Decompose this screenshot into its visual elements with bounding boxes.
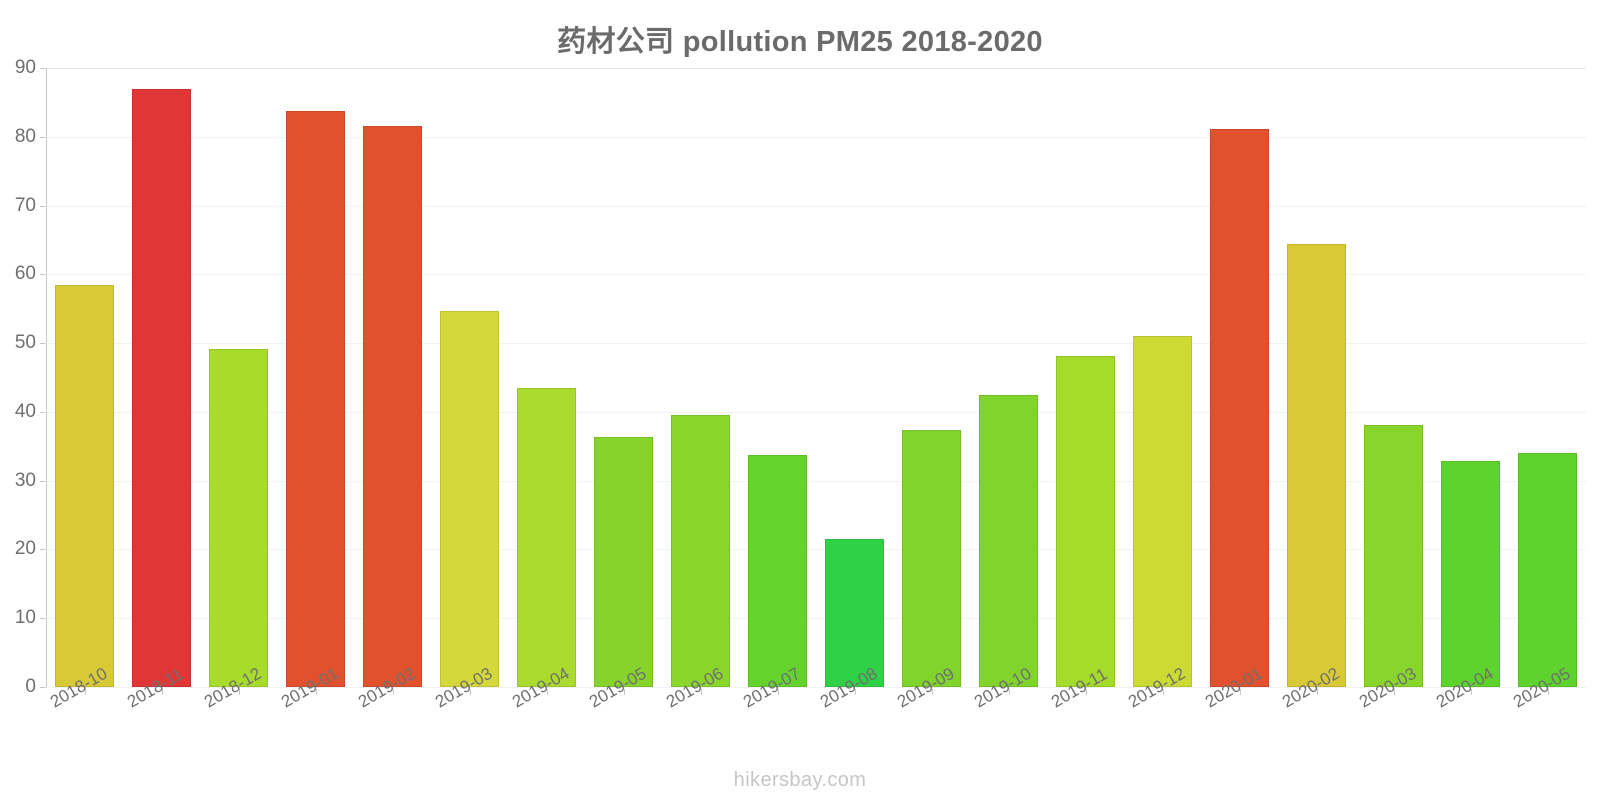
- bar[interactable]: [594, 437, 653, 687]
- gridline: [46, 618, 1586, 620]
- bar[interactable]: [1287, 244, 1346, 687]
- bar-fill: [363, 125, 422, 687]
- gridline: [46, 480, 1586, 482]
- y-axis-tick-mark: [40, 274, 46, 276]
- x-axis-tick-mark: [1316, 689, 1318, 695]
- gridline: [46, 343, 1586, 345]
- bar-fill: [55, 284, 114, 687]
- bar[interactable]: [1210, 128, 1269, 687]
- x-axis-tick-mark: [777, 689, 779, 695]
- x-axis-tick-mark: [469, 689, 471, 695]
- bar[interactable]: [825, 539, 884, 687]
- y-axis-tick-label: 50: [14, 332, 36, 354]
- y-axis-tick-mark: [40, 343, 46, 345]
- bar-fill: [1210, 128, 1269, 687]
- bar-fill: [1287, 244, 1346, 687]
- bar-fill: [440, 311, 499, 687]
- x-axis-tick-mark: [1547, 689, 1549, 695]
- y-axis-tick-label: 70: [14, 194, 36, 216]
- y-axis-tick-label: 40: [14, 400, 36, 422]
- y-axis-tick-label: 20: [14, 538, 36, 560]
- bar-fill: [132, 88, 191, 687]
- y-axis-tick-mark: [40, 411, 46, 413]
- y-axis-tick-mark: [40, 205, 46, 207]
- x-axis-tick-mark: [700, 689, 702, 695]
- bar[interactable]: [517, 387, 576, 687]
- bar-fill: [1133, 336, 1192, 687]
- y-axis-tick-label: 10: [14, 607, 36, 629]
- bar[interactable]: [286, 110, 345, 687]
- chart-title: 药材公司 pollution PM25 2018-2020: [557, 26, 1043, 58]
- x-axis-tick-mark: [623, 689, 625, 695]
- gridline: [46, 687, 1586, 688]
- bar-fill: [286, 110, 345, 687]
- plot-area: 0 10 20 30 40 50 60 70 80 90: [15, 57, 1586, 697]
- bar-fill: [1056, 355, 1115, 687]
- gridline: [46, 411, 1586, 413]
- x-axis-tick-mark: [1008, 689, 1010, 695]
- y-axis-tick-label: 60: [14, 263, 36, 285]
- x-axis-tick-mark: [84, 689, 86, 695]
- bar-fill: [902, 429, 961, 687]
- y-axis-line: [46, 68, 47, 687]
- bar[interactable]: [1518, 453, 1577, 687]
- x-axis-tick-mark: [392, 689, 394, 695]
- y-axis-tick-label: 80: [14, 125, 36, 147]
- y-axis-tick-label: 0: [25, 676, 36, 697]
- bar[interactable]: [55, 284, 114, 687]
- footer-credit: hikersbay.com: [733, 769, 867, 791]
- bar[interactable]: [440, 311, 499, 687]
- bar-fill: [517, 387, 576, 687]
- x-axis-tick-mark: [315, 689, 317, 695]
- bar[interactable]: [671, 414, 730, 687]
- bar[interactable]: [209, 349, 268, 687]
- bar-fill: [748, 455, 807, 687]
- x-axis-tick-mark: [854, 689, 856, 695]
- y-axis-tick-mark: [40, 136, 46, 138]
- x-axis-tick-mark: [1085, 689, 1087, 695]
- bar-series: [46, 68, 1586, 687]
- x-axis-tick-mark: [1239, 689, 1241, 695]
- gridline: [46, 549, 1586, 551]
- y-axis-tick-mark: [40, 687, 46, 688]
- bar-fill: [1518, 453, 1577, 687]
- gridline: [46, 274, 1586, 276]
- x-axis-labels: 2018-10 2018-11 2018-12 2019-01 2019-02 2019-…: [46, 664, 1586, 769]
- y-axis-tick-mark: [40, 68, 46, 69]
- x-axis-tick-mark: [1470, 689, 1472, 695]
- x-axis-tick-mark: [1162, 689, 1164, 695]
- bar[interactable]: [748, 455, 807, 687]
- y-axis-tick-label: 90: [14, 57, 36, 78]
- bar-fill: [1364, 424, 1423, 687]
- bar-fill: [825, 539, 884, 687]
- bar[interactable]: [363, 125, 422, 687]
- bar[interactable]: [979, 394, 1038, 687]
- bar[interactable]: [1056, 355, 1115, 687]
- x-axis-tick-mark: [161, 689, 163, 695]
- gridline: [46, 68, 1586, 69]
- x-axis-tick-mark: [238, 689, 240, 695]
- bar[interactable]: [1364, 424, 1423, 687]
- y-axis-tick-label: 30: [14, 469, 36, 491]
- gridline: [46, 205, 1586, 207]
- y-axis-tick-mark: [40, 618, 46, 620]
- gridline: [46, 136, 1586, 138]
- y-axis-tick-mark: [40, 480, 46, 482]
- x-axis-tick-mark: [1393, 689, 1395, 695]
- bar[interactable]: [132, 88, 191, 687]
- bar-fill: [671, 414, 730, 687]
- bar-fill: [594, 437, 653, 687]
- y-axis-tick-mark: [40, 549, 46, 551]
- bar-fill: [209, 349, 268, 687]
- bar-fill: [1441, 460, 1500, 687]
- bar[interactable]: [1133, 336, 1192, 687]
- x-axis-tick-mark: [546, 689, 548, 695]
- bar[interactable]: [1441, 460, 1500, 687]
- bar-fill: [979, 394, 1038, 687]
- x-axis-tick-mark: [931, 689, 933, 695]
- bar[interactable]: [902, 429, 961, 687]
